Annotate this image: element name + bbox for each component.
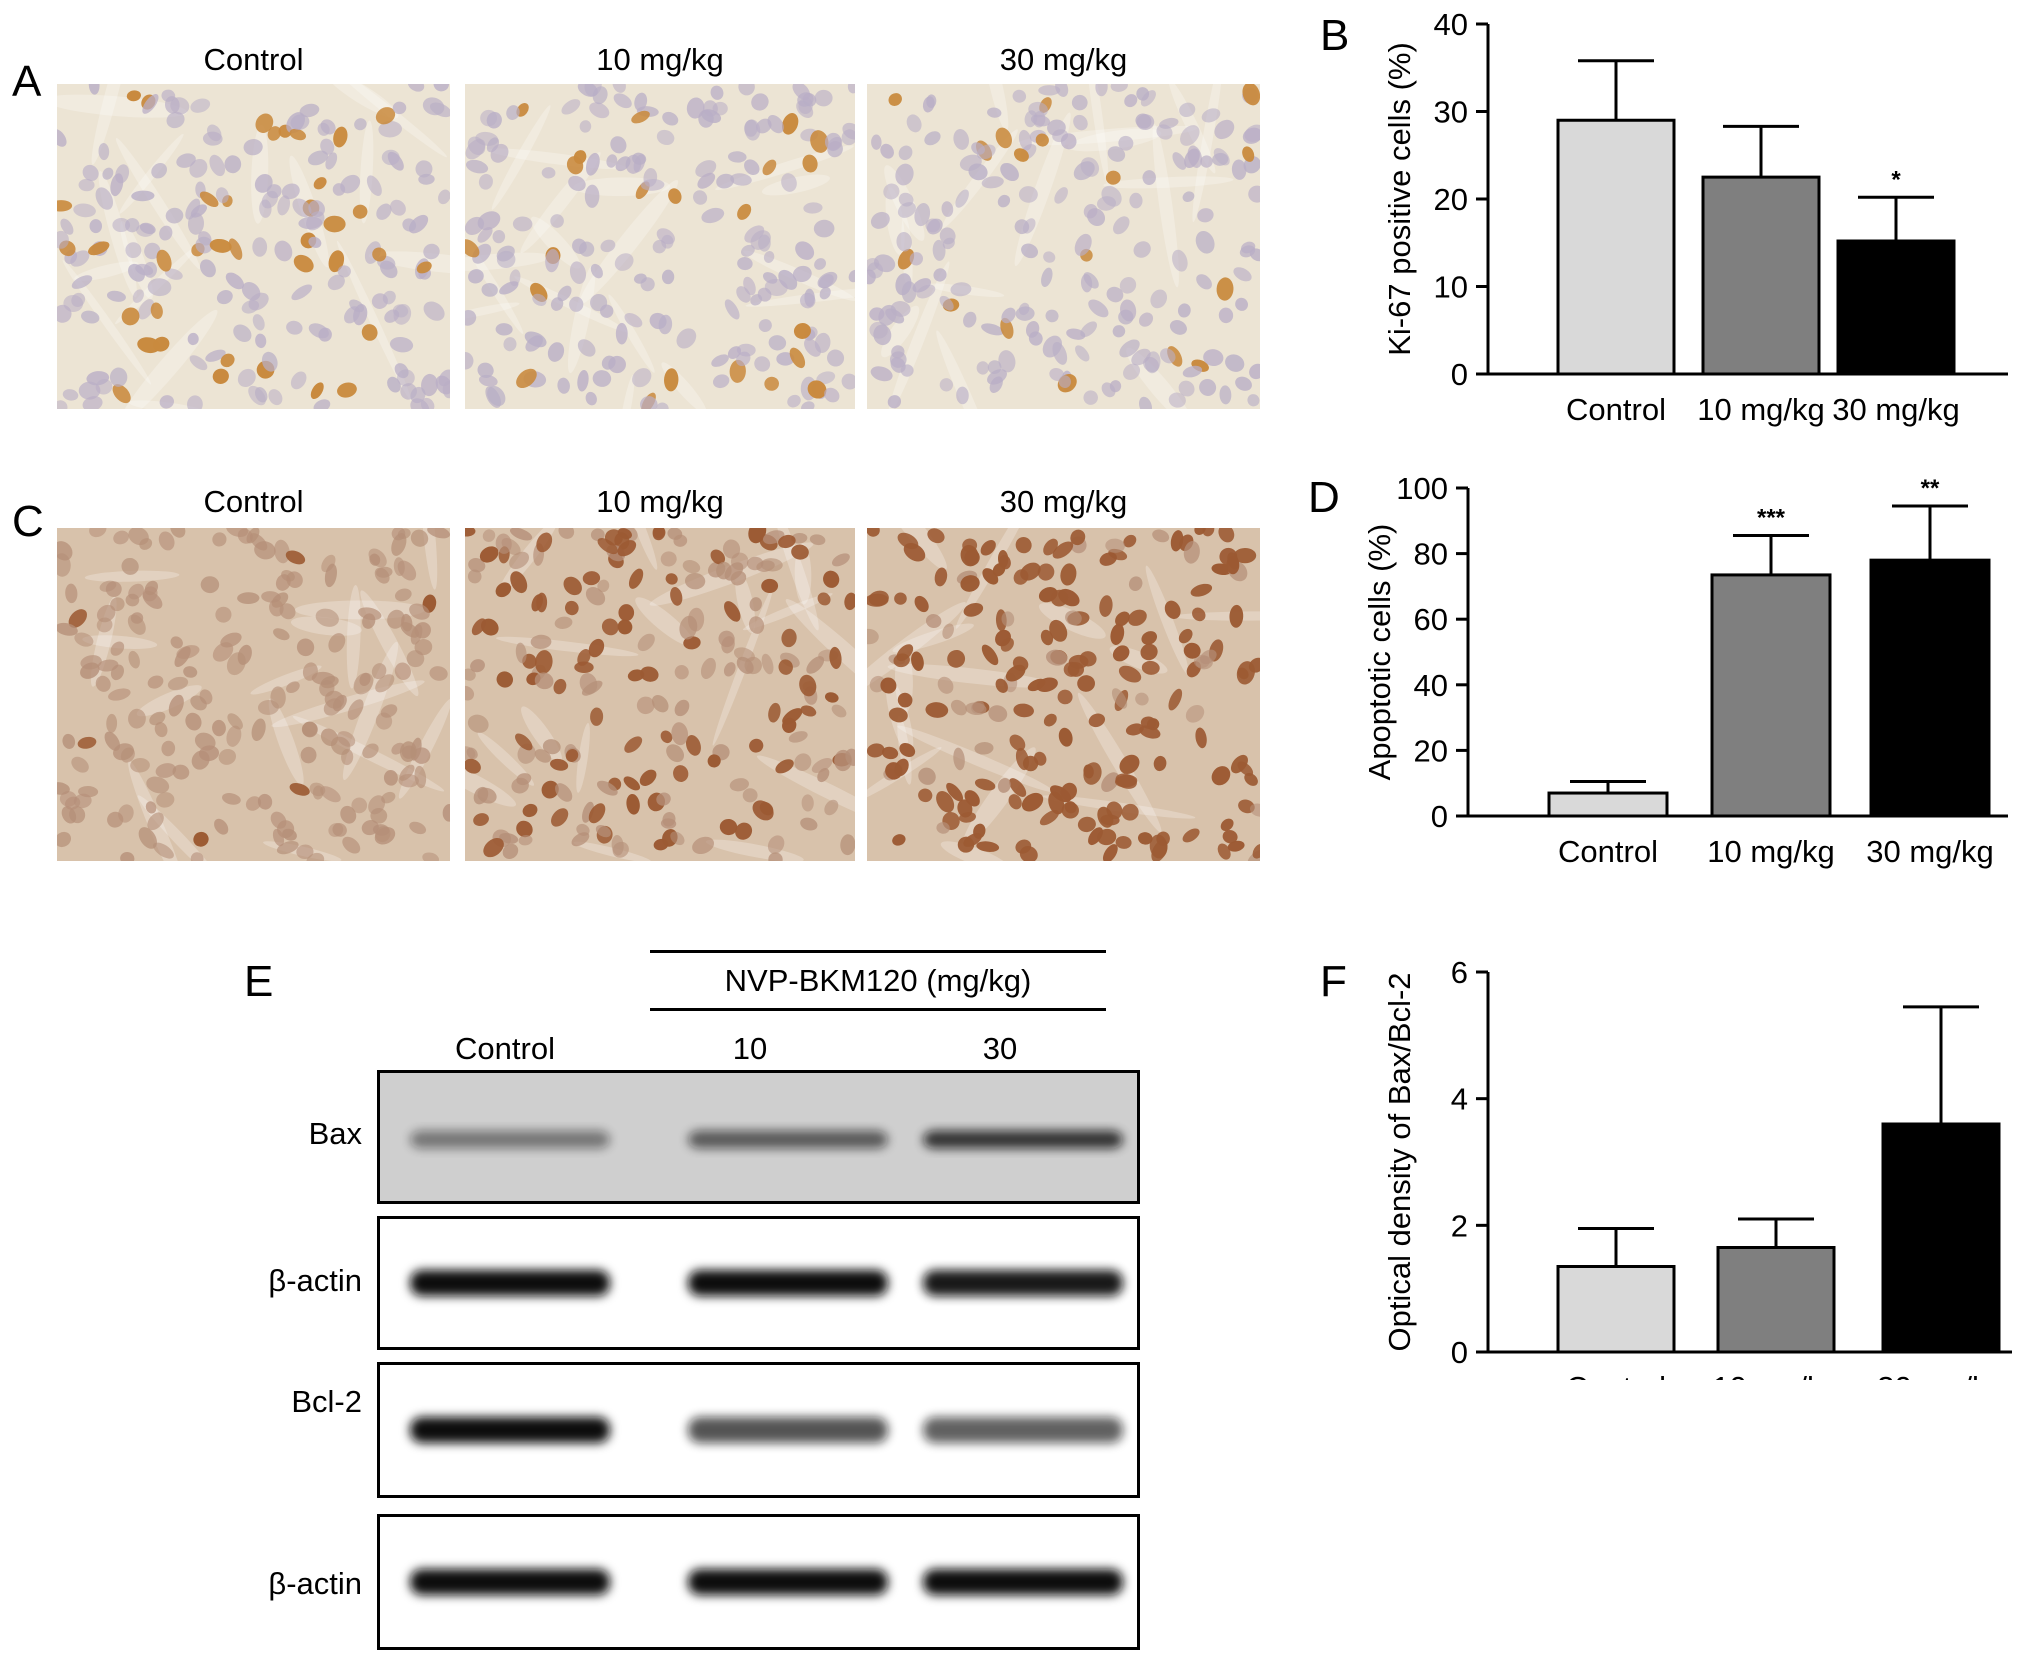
chart-f-y-axis-label: Optical density of Bax/Bcl-2	[1382, 972, 1417, 1351]
panel-letter-a: A	[12, 57, 42, 106]
panel-a-caption-30: 30 mg/kg	[999, 42, 1128, 77]
chart-b-ytick-label: 30	[1434, 95, 1468, 130]
blot-label-beta-actin-1: β-actin	[268, 1263, 362, 1298]
chart-d-ytick-label: 80	[1414, 537, 1448, 572]
panel-letter-c: C	[12, 497, 44, 546]
chart-b-bar	[1701, 175, 1821, 376]
chart-b-category-label: 10 mg/kg	[1697, 392, 1825, 427]
chart-d-significance-label: ***	[1757, 505, 1786, 532]
panel-letter-f: F	[1320, 957, 1347, 1006]
chart-f-bar	[1881, 1122, 2001, 1354]
treatment-bracket-top	[650, 950, 1106, 953]
chart-f-category-label: 10 mg/kg	[1712, 1370, 1840, 1380]
chart-d-ytick-label: 20	[1414, 733, 1448, 768]
treatment-label: NVP-BKM120 (mg/kg)	[724, 963, 1032, 998]
chart-b-ytick-label: 40	[1434, 7, 1468, 42]
chart-d-ytick-label: 40	[1414, 668, 1448, 703]
blot-label-bax: Bax	[308, 1116, 362, 1151]
chart-f-bar	[1716, 1246, 1836, 1354]
lane-label-control: Control	[455, 1031, 555, 1066]
lane-label-10: 10	[732, 1031, 768, 1066]
chart-b-bar	[1556, 118, 1676, 376]
panel-c-caption-30: 30 mg/kg	[999, 484, 1128, 519]
tunel-micrograph-10mg	[465, 528, 855, 861]
chart-d-ytick-label: 0	[1431, 799, 1448, 834]
panel-letter-b: B	[1320, 11, 1350, 60]
treatment-bracket-bottom	[650, 1008, 1106, 1011]
panel-letter-d: D	[1308, 473, 1340, 522]
chart-d-bar	[1710, 573, 1832, 818]
chart-f-ytick-label: 6	[1451, 955, 1468, 990]
chart-f-ytick-label: 2	[1451, 1208, 1468, 1243]
blot-beta-actin-1	[377, 1216, 1140, 1350]
chart-b-y-axis-label: Ki-67 positive cells (%)	[1382, 42, 1417, 356]
chart-b-category-label: 30 mg/kg	[1832, 392, 1960, 427]
chart-d-bar	[1869, 558, 1991, 818]
blot-label-bcl2: Bcl-2	[291, 1384, 362, 1419]
ki67-micrograph-control	[57, 84, 450, 409]
chart-f-category-label: 30 mg/kg	[1877, 1370, 2005, 1380]
tunel-micrograph-control	[57, 528, 450, 861]
lane-label-30: 30	[982, 1031, 1018, 1066]
panel-letter-e: E	[244, 957, 274, 1006]
tunel-micrograph-30mg	[867, 528, 1260, 861]
panel-c-caption-10: 10 mg/kg	[596, 484, 724, 519]
bax-bcl2-bar-chart: 0 2 4 6 Optical density of Bax/Bcl-2 Control 1…	[1382, 955, 2012, 1380]
chart-d-ytick-label: 60	[1414, 602, 1448, 637]
panel-a-caption-10: 10 mg/kg	[596, 42, 724, 77]
chart-d-bar	[1547, 791, 1669, 818]
chart-d-category-label: Control	[1558, 834, 1658, 869]
chart-b-bar	[1836, 239, 1956, 376]
chart-d-category-label: 10 mg/kg	[1707, 834, 1835, 869]
chart-f-bar	[1556, 1265, 1676, 1354]
chart-b-significance-label: *	[1891, 166, 1901, 193]
chart-f-ytick-label: 0	[1451, 1335, 1468, 1370]
chart-d-y-axis-label: Apoptotic cells (%)	[1362, 524, 1397, 781]
blot-beta-actin-2	[377, 1514, 1140, 1650]
chart-f-category-label: Control	[1566, 1370, 1666, 1380]
blot-bax	[377, 1070, 1140, 1204]
chart-b-ytick-label: 0	[1451, 357, 1468, 392]
blot-label-beta-actin-2: β-actin	[268, 1566, 362, 1601]
chart-f-ytick-label: 4	[1451, 1082, 1468, 1117]
ki67-micrograph-10mg	[465, 84, 855, 409]
chart-b-ytick-label: 20	[1434, 182, 1468, 217]
chart-d-ytick-label: 100	[1396, 471, 1448, 506]
panel-c-caption-control: Control	[203, 484, 304, 519]
chart-d-category-label: 30 mg/kg	[1866, 834, 1994, 869]
chart-b-category-label: Control	[1566, 392, 1666, 427]
chart-b-ytick-label: 10	[1434, 270, 1468, 305]
apoptosis-bar-chart: 0 20 40 60 80 100 Apoptotic cells (%) Control 10…	[1362, 471, 2008, 869]
panel-a-caption-control: Control	[203, 42, 304, 77]
chart-d-significance-label: **	[1921, 475, 1940, 502]
blot-bcl2	[377, 1362, 1140, 1498]
ki67-micrograph-30mg	[867, 84, 1260, 409]
ki67-bar-chart: 0 10 20 30 40 Ki-67 positive cells (%) Control…	[1382, 7, 2008, 427]
